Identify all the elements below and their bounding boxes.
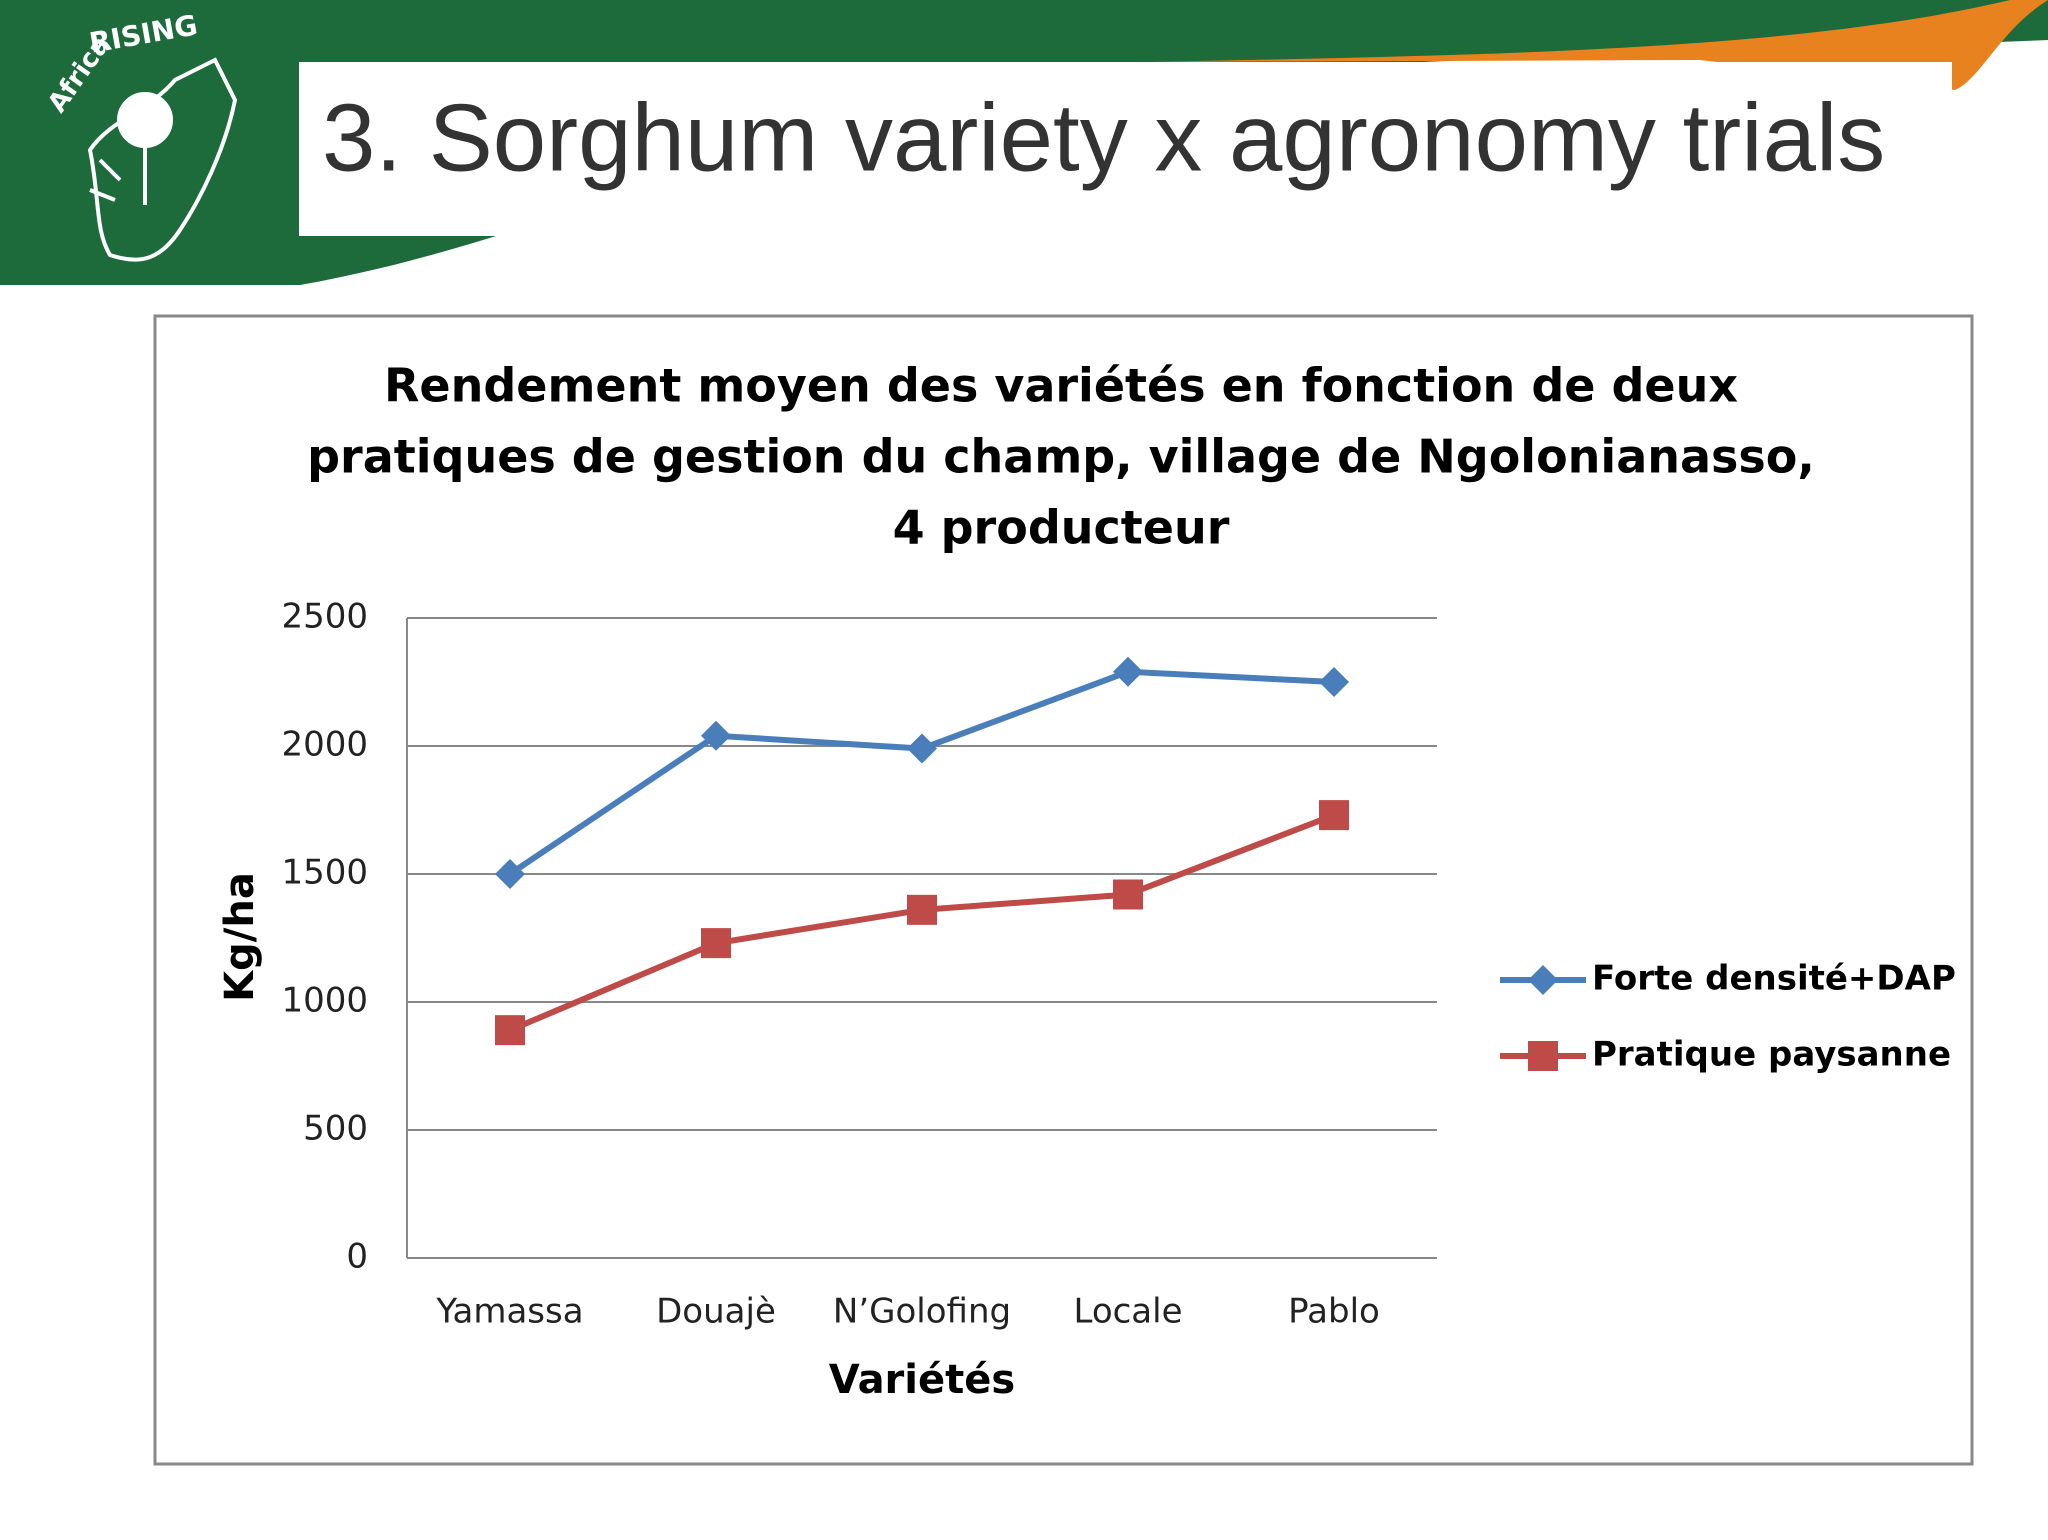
data-point — [701, 928, 731, 959]
y-tick-label: 500 — [303, 1109, 368, 1149]
legend-marker — [1528, 965, 1558, 995]
data-point — [1319, 800, 1349, 831]
x-tick-label: N’Golofing — [833, 1292, 1011, 1332]
chart-title: 4 producteur — [893, 501, 1230, 555]
y-tick-label: 2500 — [281, 597, 368, 637]
data-point — [495, 1015, 525, 1046]
title-box — [299, 62, 1952, 236]
legend-label: Pratique paysanne — [1592, 1035, 1951, 1075]
y-tick-label: 2000 — [281, 725, 368, 765]
x-tick-label: Pablo — [1288, 1292, 1380, 1332]
x-tick-label: Locale — [1073, 1292, 1182, 1332]
chart-title: pratiques de gestion du champ, village d… — [307, 430, 1815, 484]
data-point — [907, 733, 937, 764]
data-point — [907, 894, 937, 925]
y-tick-label: 1500 — [281, 853, 368, 893]
x-axis-label: Variétés — [829, 1357, 1015, 1403]
y-tick-label: 0 — [346, 1237, 368, 1277]
legend-label: Forte densité+DAP — [1592, 959, 1956, 999]
x-tick-label: Douajè — [656, 1292, 776, 1332]
y-tick-label: 1000 — [281, 981, 368, 1021]
data-point — [1319, 667, 1349, 697]
slide-title: 3. Sorghum variety x agronomy trials — [322, 84, 1885, 191]
data-point — [1113, 656, 1143, 687]
chart-title: Rendement moyen des variétés en fonction… — [384, 359, 1738, 413]
x-tick-label: Yamassa — [435, 1292, 583, 1332]
data-point — [495, 859, 525, 889]
chart: Rendement moyen des variétés en fonction… — [217, 359, 1956, 1404]
chart-frame — [153, 314, 1974, 1466]
data-point — [701, 720, 731, 751]
legend-marker — [1528, 1041, 1558, 1071]
data-point — [1113, 879, 1143, 910]
y-axis-label: Kg/ha — [217, 872, 263, 1002]
